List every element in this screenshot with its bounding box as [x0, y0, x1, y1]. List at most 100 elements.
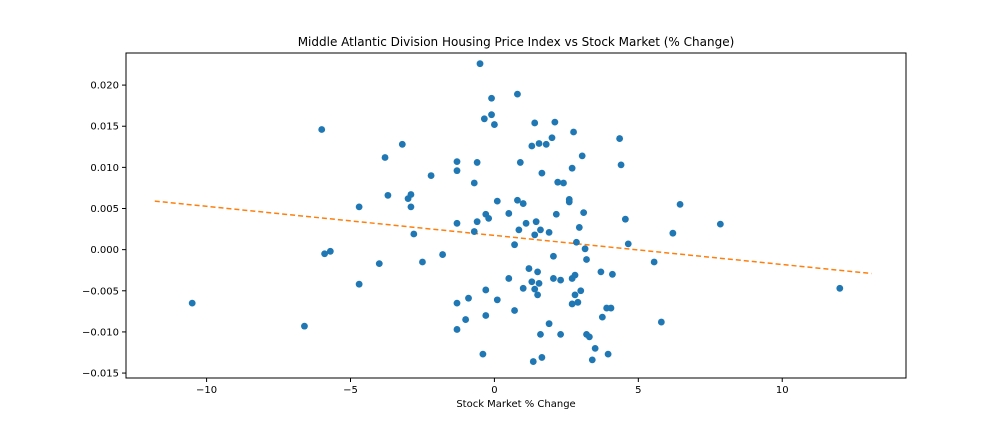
- y-tick-label: 0.015: [90, 122, 119, 133]
- data-point: [491, 121, 498, 128]
- y-tick-label: −0.005: [82, 286, 119, 297]
- x-tick-label: 10: [776, 385, 789, 396]
- data-point: [571, 271, 579, 279]
- labels-layer: Middle Atlantic Division Housing Price I…: [298, 35, 735, 410]
- data-point: [462, 316, 470, 323]
- data-point: [535, 140, 543, 147]
- data-point: [465, 294, 472, 302]
- data-point: [669, 229, 677, 237]
- data-point: [479, 350, 487, 358]
- data-point: [578, 152, 586, 160]
- data-point: [577, 287, 585, 295]
- data-point: [453, 158, 461, 166]
- data-point: [493, 197, 501, 205]
- data-point: [485, 214, 493, 222]
- data-point: [381, 154, 389, 161]
- data-point: [538, 354, 546, 361]
- x-tick-label: 0: [491, 385, 497, 396]
- data-point: [617, 161, 625, 169]
- data-point: [552, 210, 560, 218]
- data-point: [505, 275, 513, 282]
- data-point: [537, 330, 544, 338]
- data-point: [550, 252, 557, 260]
- data-point: [676, 200, 684, 208]
- data-point: [439, 251, 447, 258]
- y-tick-label: −0.010: [82, 327, 119, 338]
- data-point: [588, 356, 596, 364]
- data-point: [598, 313, 606, 321]
- data-point: [545, 320, 553, 328]
- data-point: [488, 94, 495, 102]
- data-point: [453, 299, 461, 307]
- data-point: [607, 304, 615, 312]
- y-tick-label: 0.020: [90, 81, 119, 92]
- data-point: [410, 230, 418, 238]
- data-point: [470, 179, 478, 187]
- data-point: [375, 260, 383, 268]
- axes-layer: −10 −5 0 5 10 −0.015 −0.010 −0.005 0.000 0.005 0.0…: [82, 52, 907, 396]
- data-point: [419, 258, 426, 266]
- data-point: [528, 278, 536, 286]
- data-point: [514, 90, 521, 98]
- data-point: [624, 240, 632, 248]
- data-point: [574, 298, 582, 306]
- data-point: [482, 312, 490, 319]
- trendline-layer: [154, 200, 872, 275]
- data-point: [473, 159, 481, 166]
- data-point: [516, 159, 524, 166]
- data-point: [453, 219, 461, 227]
- data-point: [532, 218, 540, 226]
- data-point: [534, 291, 541, 299]
- data-point: [548, 134, 556, 142]
- y-tick-label: 0.010: [90, 163, 119, 174]
- data-point: [522, 219, 530, 227]
- data-point: [398, 140, 406, 148]
- data-point: [493, 296, 501, 304]
- data-point: [597, 268, 605, 276]
- data-point: [514, 196, 521, 204]
- data-point: [519, 284, 527, 292]
- x-axis-label: Stock Market % Change: [456, 399, 575, 410]
- data-point: [488, 111, 495, 119]
- data-point: [515, 226, 523, 234]
- plot-area: [126, 53, 906, 378]
- data-point: [407, 203, 415, 211]
- data-point: [616, 135, 624, 142]
- data-point: [531, 285, 539, 293]
- data-point: [528, 142, 536, 150]
- data-point: [557, 276, 565, 284]
- data-point: [580, 209, 588, 217]
- data-point: [531, 119, 539, 127]
- data-point: [476, 60, 484, 68]
- data-point: [427, 172, 435, 179]
- data-point: [321, 250, 328, 258]
- y-tick-label: −0.015: [82, 369, 119, 380]
- data-point: [657, 318, 665, 326]
- data-point: [565, 196, 573, 203]
- axes-frame: [125, 52, 907, 379]
- data-point: [550, 275, 557, 282]
- x-tick-label: 5: [635, 385, 641, 396]
- data-point: [505, 210, 513, 217]
- data-point: [301, 322, 308, 330]
- data-point: [621, 215, 629, 223]
- data-point: [591, 344, 599, 352]
- plot-background: [126, 53, 906, 378]
- data-point: [326, 247, 334, 255]
- data-point: [557, 330, 565, 338]
- data-point: [560, 179, 567, 187]
- data-point: [355, 203, 363, 211]
- data-point: [568, 300, 576, 308]
- data-point: [575, 224, 583, 231]
- data-point: [650, 258, 658, 266]
- chart-title: Middle Atlantic Division Housing Price I…: [298, 35, 735, 49]
- data-point: [542, 140, 550, 148]
- data-point: [545, 228, 553, 236]
- data-point: [568, 164, 576, 172]
- data-point: [480, 115, 488, 123]
- data-point: [188, 299, 196, 307]
- data-point: [453, 326, 461, 333]
- data-point: [571, 291, 579, 299]
